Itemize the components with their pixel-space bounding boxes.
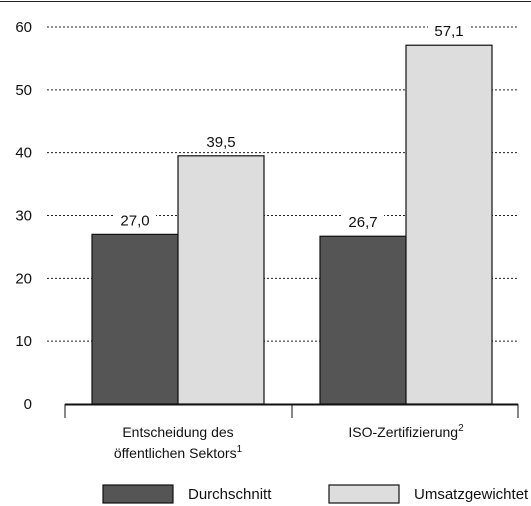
data-label-backdrop <box>342 212 384 231</box>
y-tick-label: 10 <box>15 333 32 350</box>
legend-swatch-umsatzgewichtet <box>328 484 400 504</box>
y-tick-label: 60 <box>15 19 32 36</box>
legend: Durchschnitt Umsatzgewichtet <box>102 484 529 504</box>
x-axis: Entscheidung des öffentlichen Sektors1 ISO… <box>64 403 519 461</box>
y-axis: 0 10 20 30 40 50 60 <box>15 19 32 413</box>
y-tick-label: 20 <box>15 270 32 287</box>
category-label: Entscheidung des <box>122 424 233 440</box>
bar-durchschnitt-2 <box>319 235 407 405</box>
data-label-backdrop <box>428 21 470 40</box>
y-tick-label: 30 <box>15 208 32 225</box>
data-label-backdrop <box>114 210 156 229</box>
data-label: 27,0 <box>120 212 149 229</box>
category-label: ISO-Zertifizierung2 <box>348 423 464 440</box>
y-tick-label: 40 <box>15 145 32 162</box>
category-label-line2: öffentlichen Sektors1 <box>114 444 243 461</box>
legend-label: Umsatzgewichtet <box>414 486 529 503</box>
bars: 27,0 26,7 39,5 57,1 <box>91 21 493 405</box>
y-tick-label: 0 <box>24 396 32 413</box>
bar-durchschnitt-1 <box>91 233 179 405</box>
legend-swatch-durchschnitt <box>102 484 174 504</box>
y-tick-label: 50 <box>15 82 32 99</box>
data-label-backdrop <box>200 131 242 150</box>
bar-umsatzgewichtet-2 <box>405 44 493 405</box>
legend-label: Durchschnitt <box>188 486 272 503</box>
data-label: 39,5 <box>206 134 235 151</box>
bar-umsatzgewichtet-1 <box>177 155 265 405</box>
data-label: 26,7 <box>348 214 377 231</box>
data-label: 57,1 <box>434 23 463 40</box>
